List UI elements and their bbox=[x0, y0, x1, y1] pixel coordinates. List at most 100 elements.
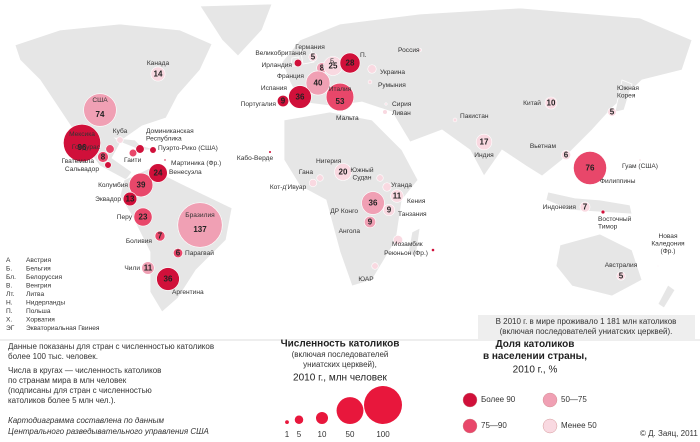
size-legend-circle bbox=[294, 415, 304, 424]
circle-number: 9 bbox=[387, 206, 392, 215]
circle-number: 13 bbox=[126, 195, 135, 204]
circle-number: 137 bbox=[193, 225, 207, 234]
country-circle bbox=[376, 174, 384, 182]
circle-number: 36 bbox=[296, 93, 305, 102]
abbr-name: Белоруссия bbox=[26, 274, 62, 281]
country-label: Канада bbox=[147, 60, 170, 67]
country-label: Кения bbox=[407, 198, 426, 205]
africa bbox=[283, 111, 419, 287]
country-circle bbox=[316, 174, 324, 182]
circle-number: 74 bbox=[96, 110, 105, 119]
total-box bbox=[478, 315, 695, 339]
note-line: Данные показаны для стран с численностью… bbox=[8, 342, 214, 351]
circle-number: 40 bbox=[314, 79, 323, 88]
abbr-name: Бельгия bbox=[26, 265, 51, 272]
note-line: по странам мира в млн человек bbox=[8, 376, 127, 385]
country-circle bbox=[154, 230, 166, 242]
country-label: Великобритания bbox=[255, 49, 306, 57]
country-label: США bbox=[92, 97, 108, 104]
country-label: Мексика bbox=[69, 131, 95, 138]
country-label-line: Судан bbox=[353, 174, 372, 181]
country-label: Танзания bbox=[398, 211, 427, 218]
country-label: Перу bbox=[117, 214, 133, 221]
country-circle bbox=[384, 102, 388, 106]
country-circle bbox=[367, 79, 373, 85]
size-legend-label: 50 bbox=[346, 430, 355, 439]
country-circle bbox=[63, 124, 101, 162]
share-legend-title-line: Доля католиков bbox=[496, 339, 575, 350]
country-label: Эквадор bbox=[95, 196, 121, 203]
madagascar bbox=[407, 227, 421, 257]
size-legend-label: 100 bbox=[376, 430, 390, 439]
indonesia bbox=[545, 191, 633, 215]
country-circle bbox=[308, 178, 318, 188]
circle-number: 25 bbox=[329, 62, 338, 71]
country-label: Кот-д'Ивуар bbox=[270, 184, 307, 191]
country-circle bbox=[308, 52, 318, 62]
country-label-line: Каледония bbox=[651, 240, 685, 247]
land bbox=[14, 3, 693, 313]
country-label: Парагвай bbox=[185, 249, 214, 257]
country-circle bbox=[293, 58, 303, 68]
country-circle bbox=[561, 150, 571, 160]
country-circle bbox=[544, 96, 558, 110]
country-label: Ирландия bbox=[262, 62, 293, 69]
circle-number: 36 bbox=[369, 199, 378, 208]
country-label: Германия bbox=[295, 44, 325, 51]
circle-number: 6 bbox=[564, 151, 569, 160]
credit: © Д. Заяц, 2011 bbox=[640, 429, 698, 438]
country-circle bbox=[573, 151, 607, 185]
country-label: Ливан bbox=[392, 110, 411, 117]
country-label-line: Восточный bbox=[598, 215, 632, 223]
size-legend-title: Численность католиков bbox=[281, 339, 400, 350]
country-circle bbox=[361, 191, 385, 215]
country-circle bbox=[616, 271, 626, 281]
abbr-code: В. bbox=[6, 282, 12, 289]
country-label: П. bbox=[360, 52, 367, 59]
size-legend-subtitle: (включая последователей униатских церквей… bbox=[292, 350, 389, 369]
abbr-name: Экваториальная Гвинея bbox=[26, 325, 100, 332]
country-label: Мартиника (Фр.) bbox=[171, 160, 221, 167]
country-label-line: Новая bbox=[658, 233, 678, 240]
country-circle bbox=[156, 267, 180, 291]
country-circle bbox=[148, 163, 168, 183]
country-circle bbox=[382, 109, 388, 115]
country-label: Ангола bbox=[339, 228, 361, 235]
country-circle bbox=[382, 182, 392, 192]
note-line: (подписаны для стран с численностью bbox=[8, 386, 152, 395]
abbr-name: Венгрия bbox=[26, 282, 51, 289]
size-legend-subtitle-line: (включая последователей bbox=[292, 350, 389, 359]
country-label: Сирия bbox=[392, 101, 412, 108]
country-circle bbox=[382, 204, 395, 217]
country-label: Гондурас bbox=[72, 144, 101, 151]
country-label: Уганда bbox=[391, 182, 412, 189]
share-legend-swatch bbox=[542, 418, 558, 434]
total-note-line: В 2010 г. в мире проживало 1 181 млн кат… bbox=[496, 317, 677, 326]
share-legend-title-line: в населении страны, bbox=[483, 351, 587, 362]
country-label: Кабо-Верде bbox=[237, 154, 274, 162]
source: Картодиаграмма составлена по данным Центр… bbox=[8, 416, 209, 436]
size-legend-unit: 2010 г., млн человек bbox=[293, 373, 388, 384]
abbr-code: Н. bbox=[6, 299, 13, 306]
size-legend-label: 10 bbox=[318, 430, 327, 439]
circle-number: 36 bbox=[164, 275, 173, 284]
size-legend-subtitle-line: униатских церквей), bbox=[303, 360, 377, 369]
country-circle bbox=[334, 163, 352, 181]
circle-number: 17 bbox=[480, 138, 489, 147]
new-zealand bbox=[657, 284, 676, 309]
country-label: Б. bbox=[330, 58, 336, 65]
country-label: Аргентина bbox=[172, 289, 204, 296]
country-label: Пуэрто-Рико (США) bbox=[158, 145, 218, 152]
country-circle bbox=[141, 261, 155, 275]
circle-number: 9 bbox=[281, 97, 286, 106]
country-label-line: Южный bbox=[350, 166, 373, 174]
abbr-name: Хорватия bbox=[26, 316, 55, 323]
country-label: ЮАР bbox=[358, 276, 374, 283]
greenland bbox=[199, 3, 273, 57]
share-legend-unit: 2010 г., % bbox=[513, 365, 558, 376]
size-legend-circle bbox=[285, 420, 289, 424]
country-label: Нигерия bbox=[316, 158, 342, 165]
circle-number: 53 bbox=[336, 97, 345, 106]
country-label: Чили bbox=[124, 265, 140, 272]
circle-number: 96 bbox=[78, 143, 87, 152]
